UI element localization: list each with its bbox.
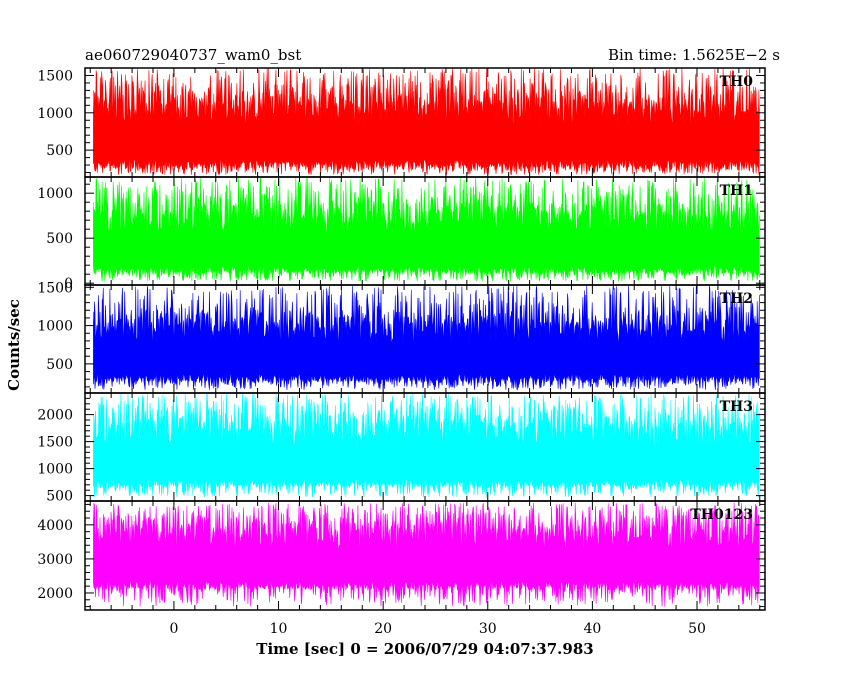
y-axis-label: Counts/sec (5, 299, 23, 391)
y-tick-label: 2000 (37, 408, 73, 424)
series-th0 (93, 67, 760, 176)
y-tick-label: 1000 (37, 186, 73, 202)
y-tick-label: 3000 (37, 552, 73, 568)
series-th0123 (93, 502, 760, 607)
y-tick-label: 500 (46, 357, 73, 373)
x-axis-label: Time [sec] 0 = 2006/07/29 04:07:37.983 (256, 640, 593, 658)
x-tick-label: 40 (583, 621, 601, 637)
bin-time-label: Bin time: 1.5625E−2 s (608, 46, 780, 64)
channel-label-th0: TH0 (720, 74, 754, 90)
panel-th1: 0 500 1000 TH1 (37, 176, 766, 292)
panel-th3: 500 1000 1500 2000 TH3 (37, 392, 766, 505)
panel-th2: 500 1000 1500 TH2 (37, 280, 766, 394)
y-tick-label: 500 (46, 143, 73, 159)
panel-th0123: 2000 3000 4000 TH0123 (37, 500, 766, 611)
x-tick-label: 30 (479, 621, 497, 637)
y-tick-label: 500 (46, 489, 73, 505)
x-tick-label: 50 (688, 621, 706, 637)
series-th1 (93, 176, 760, 282)
panel-th0: 500 1000 1500 TH0 (37, 67, 766, 178)
channel-label-th1: TH1 (720, 183, 753, 199)
y-tick-label: 2000 (37, 586, 73, 602)
y-tick-label: 500 (46, 231, 73, 247)
y-tick-label: 1500 (37, 280, 73, 296)
series-th3 (93, 392, 760, 498)
y-tick-label: 1000 (37, 106, 73, 122)
x-tick-label: 10 (270, 621, 288, 637)
y-tick-label: 1500 (37, 435, 73, 451)
y-tick-label: 1000 (37, 319, 73, 335)
channel-label-th0123: TH0123 (690, 507, 753, 523)
channel-label-th2: TH2 (720, 291, 753, 307)
y-tick-label: 1000 (37, 462, 73, 478)
y-tick-label: 4000 (37, 518, 73, 534)
channel-label-th3: TH3 (720, 399, 753, 415)
x-tick-label: 20 (374, 621, 392, 637)
y-tick-label: 1500 (37, 68, 73, 84)
series-th2 (93, 284, 760, 391)
y-tick-label: 0 (64, 276, 73, 292)
x-tick-label: 0 (169, 621, 178, 637)
plot-title: ae060729040737_wam0_bst (85, 46, 301, 64)
